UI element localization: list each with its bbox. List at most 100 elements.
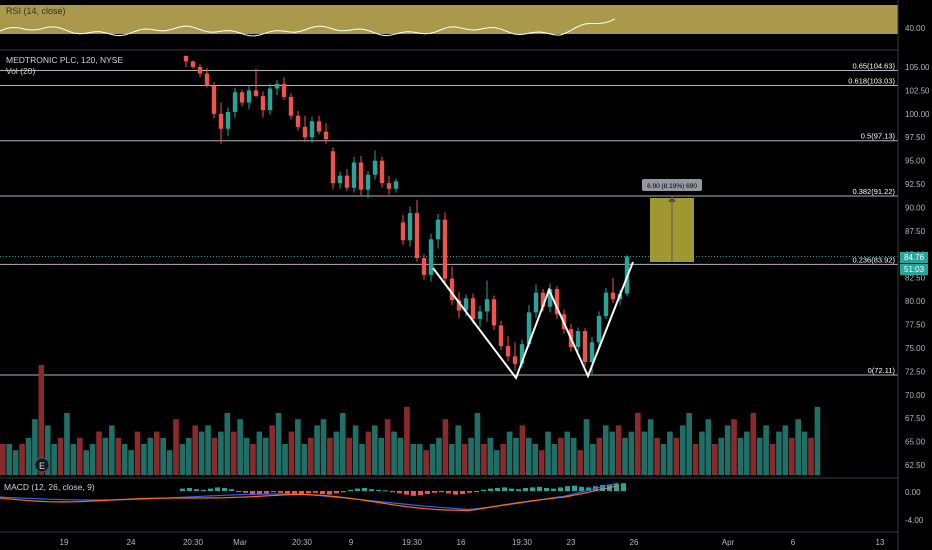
macd-bar	[565, 486, 570, 491]
volume-bar	[808, 437, 814, 475]
macd-bar	[222, 488, 227, 491]
candle-body	[358, 162, 364, 190]
candle-body	[316, 121, 322, 132]
time-label: 20:30	[183, 538, 204, 547]
macd-bar	[250, 491, 255, 494]
time-label: 19:30	[512, 538, 533, 547]
macd-bar	[404, 491, 409, 495]
time-label: 20:30	[292, 538, 313, 547]
symbol-title: MEDTRONIC PLC, 120, NYSE	[6, 55, 123, 65]
time-label: 19	[60, 538, 69, 547]
time-axis[interactable]: 19 24 20:30 Mar 20:30 9 19:30 16 19:30 23 26 Apr 6 13	[60, 538, 885, 547]
volume-bar	[628, 431, 635, 475]
candle-body	[407, 213, 413, 241]
volume-bar	[519, 425, 526, 475]
volume-bar	[737, 437, 744, 475]
volume-bar	[647, 419, 654, 475]
macd-bar	[558, 487, 563, 491]
volume-bar	[788, 437, 795, 475]
volume-bar	[269, 425, 276, 475]
time-label: 23	[567, 538, 576, 547]
rsi-line	[0, 18, 616, 37]
price-range-tool[interactable]: 6.90 (8.19%) 690	[642, 179, 702, 262]
macd-bar	[397, 491, 402, 494]
macd-bar	[355, 488, 360, 491]
candle-body	[414, 213, 420, 259]
volume-bar	[295, 419, 301, 475]
macd-bar	[600, 485, 605, 491]
volume-bar	[192, 425, 199, 475]
macd-bar	[320, 491, 325, 494]
candle-body	[190, 61, 196, 67]
rsi-pane: RSI (14, close) 40.00	[0, 5, 926, 37]
macd-bar	[544, 488, 549, 491]
volume-bar	[513, 437, 519, 475]
price-tick: 72.50	[905, 367, 926, 376]
macd-bar	[432, 491, 437, 493]
volume-bar	[782, 425, 789, 475]
candle-body	[393, 181, 399, 189]
volume-bar	[141, 444, 147, 475]
candle-body	[449, 278, 455, 301]
macd-bar	[348, 489, 353, 491]
macd-bar	[614, 483, 619, 491]
macd-bar	[439, 491, 444, 493]
candle-body	[288, 96, 294, 116]
volume-bar	[558, 437, 564, 475]
volume-bar	[198, 431, 205, 475]
volume-bar	[153, 431, 160, 475]
candle-body	[498, 325, 504, 347]
volume-bar	[551, 444, 558, 475]
volume-bar	[654, 437, 660, 475]
price-axis[interactable]: 105.00 102.50 100.00 97.50 95.00 92.50 90.00 87…	[905, 63, 930, 470]
volume-bar	[307, 437, 314, 475]
macd-bar	[418, 491, 423, 496]
volume-bar	[429, 444, 436, 475]
macd-bar	[481, 489, 486, 491]
volume-bar	[667, 431, 673, 475]
fib-levels[interactable]: 0.65(104.63) 0.618(103.03) 0.5(97.13) 0.382…	[0, 61, 898, 376]
rsi-label: RSI (14, close)	[6, 6, 66, 16]
price-tick: 82.50	[905, 274, 926, 283]
volume-bar	[602, 425, 609, 475]
candle-body	[610, 292, 616, 300]
volume-bar	[416, 444, 423, 475]
volume-bar	[359, 444, 365, 475]
candles	[183, 55, 630, 375]
candle-body	[470, 298, 476, 319]
countdown: 51:03	[904, 265, 925, 274]
macd-bar	[278, 491, 283, 493]
candle-body	[302, 126, 308, 138]
macd-bar	[341, 491, 346, 493]
volume-bar	[186, 437, 192, 475]
volume-bar	[506, 431, 513, 475]
macd-bar	[236, 491, 241, 492]
volume-bar	[57, 437, 64, 475]
macd-bar	[537, 486, 542, 491]
volume-bar	[327, 437, 333, 475]
price-tick: 90.00	[905, 203, 926, 212]
candle-body	[421, 258, 427, 275]
price-tick: 62.50	[905, 461, 926, 470]
volume-bar	[83, 450, 89, 475]
volume-bar	[705, 419, 712, 475]
candle-body	[477, 311, 483, 319]
macd-bar	[551, 488, 556, 491]
volume-bar	[609, 431, 615, 475]
events-icon[interactable]	[34, 457, 50, 473]
volume-bar	[365, 431, 372, 475]
candle-body	[386, 183, 392, 189]
macd-bar	[208, 488, 213, 491]
volume-bar	[211, 437, 218, 475]
double-bottom-pattern[interactable]	[432, 261, 634, 381]
candle-body	[456, 300, 462, 311]
candle-body	[246, 90, 252, 103]
w-pattern[interactable]	[432, 261, 634, 381]
macd-bar	[257, 491, 262, 495]
candle-body	[435, 219, 441, 240]
volume-bars	[0, 365, 821, 475]
candle-body	[211, 85, 217, 114]
volume-bar	[724, 425, 731, 475]
volume-bar	[32, 419, 38, 475]
